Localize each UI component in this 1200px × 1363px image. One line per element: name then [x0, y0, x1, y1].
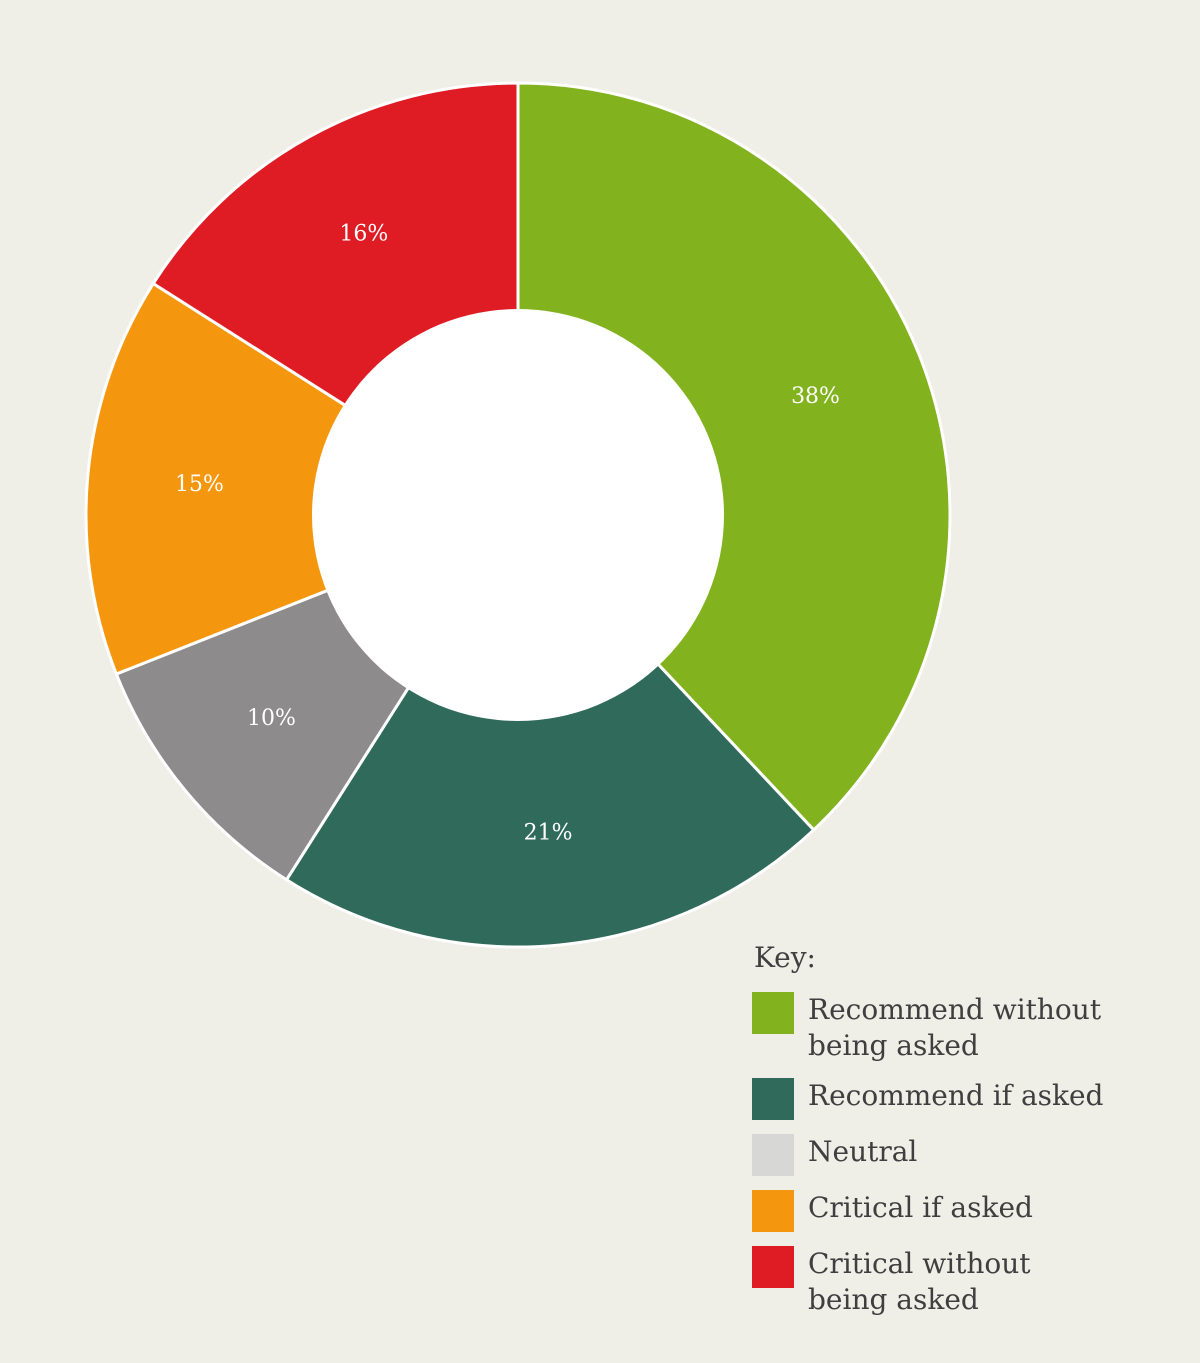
legend-label: Critical if asked	[808, 1191, 1033, 1224]
legend-item-neutral: Neutral	[752, 1134, 1182, 1176]
legend-label: Neutral	[808, 1135, 918, 1168]
legend: Key: Recommend without being asked Recom…	[752, 940, 1182, 1332]
legend-swatch	[752, 1134, 794, 1176]
legend-swatch	[752, 992, 794, 1034]
slice-recommend-without-being-asked	[516, 81, 952, 833]
legend-label: Recommend if asked	[808, 1079, 1104, 1112]
legend-swatch	[752, 1190, 794, 1232]
legend-label: Critical without being asked	[808, 1247, 1031, 1316]
legend-item-critical-without-being-asked: Critical without being asked	[752, 1246, 1182, 1318]
slice-label-neutral: 10%	[247, 706, 296, 731]
slice-label-recommend-if-asked: 21%	[524, 821, 573, 846]
legend-title: Key:	[754, 941, 816, 974]
slice-critical-if-asked	[84, 281, 522, 676]
legend-swatch	[752, 1078, 794, 1120]
legend-item-critical-if-asked: Critical if asked	[752, 1190, 1182, 1232]
donut-slices	[84, 81, 952, 949]
donut-hole	[312, 309, 724, 721]
legend-item-recommend-without-being-asked: Recommend without being asked	[752, 992, 1182, 1064]
slice-labels: 38% 21% 10% 15% 16%	[175, 222, 840, 846]
legend-item-recommend-if-asked: Recommend if asked	[752, 1078, 1182, 1120]
slice-label-recommend-without-being-asked: 38%	[791, 384, 840, 409]
legend-swatch	[752, 1246, 794, 1288]
slice-recommend-if-asked	[284, 512, 816, 949]
slice-label-critical-without-being-asked: 16%	[339, 222, 388, 247]
legend-label: Recommend without being asked	[808, 993, 1102, 1062]
slice-label-critical-if-asked: 15%	[175, 472, 224, 497]
